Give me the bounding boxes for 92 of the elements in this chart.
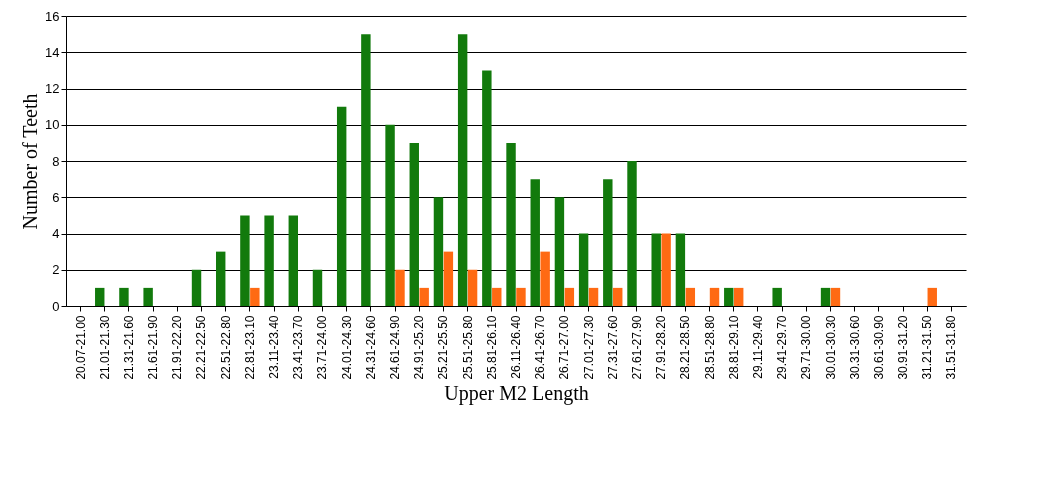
x-tick-label: 30.61-30.90 [871, 315, 886, 380]
bar [385, 124, 395, 306]
x-tick-label: 31.21-31.50 [920, 315, 935, 380]
x-tick-label: 30.01-30.30 [823, 315, 838, 380]
bar [467, 269, 478, 306]
bar [119, 287, 129, 306]
bar [724, 287, 734, 306]
bar [603, 179, 613, 306]
bar [554, 197, 565, 306]
bar [772, 287, 782, 306]
bar [433, 197, 444, 306]
bar [457, 34, 468, 306]
bar [588, 287, 599, 306]
x-tick-label: 26.11-26.40 [509, 315, 523, 379]
x-tick-label: 21.91-22.20 [170, 315, 185, 380]
x-tick-label: 28.81-29.10 [726, 315, 741, 380]
bar [651, 233, 661, 306]
bar [250, 287, 260, 306]
bar [240, 215, 250, 306]
x-tick-label: 23.71-24.00 [315, 315, 330, 380]
bar [627, 161, 637, 306]
y-tick-label: 14 [45, 44, 60, 60]
y-tick-label: 0 [52, 298, 60, 314]
bar [419, 287, 429, 306]
bar [820, 287, 831, 306]
x-tick-label: 24.01-24.30 [339, 315, 354, 380]
x-tick-label: 21.61-21.90 [146, 315, 161, 380]
x-tick-label: 30.91-31.20 [896, 315, 911, 380]
x-tick-label: 27.01-27.30 [581, 315, 596, 380]
bar [482, 70, 492, 306]
x-tick-label: 25.81-26.10 [484, 315, 499, 380]
x-tick-label: 24.61-24.90 [388, 315, 403, 380]
bar [395, 269, 405, 306]
bar [264, 215, 274, 306]
bar [578, 233, 589, 306]
x-tick-label: 24.31-24.60 [363, 315, 378, 380]
bar [530, 179, 540, 306]
bar [336, 106, 347, 306]
x-tick-label: 24.91-25.20 [412, 315, 427, 380]
y-tick-label: 16 [45, 8, 60, 24]
x-tick-label: 23.41-23.70 [291, 315, 306, 380]
bar [927, 287, 937, 306]
bar [288, 215, 299, 306]
y-tick-label: 12 [45, 81, 60, 96]
x-tick-label: 21.01-21.30 [97, 315, 112, 380]
x-tick-label: 22.21-22.50 [194, 315, 209, 380]
bar [409, 142, 419, 306]
x-tick-label: 20.07-21.00 [73, 315, 88, 380]
bar [830, 287, 841, 306]
y-tick-label: 2 [52, 262, 60, 278]
x-tick-label: 25.51-25.80 [460, 315, 475, 380]
y-tick-label: 10 [45, 117, 60, 133]
bar [613, 287, 623, 306]
bar [143, 287, 153, 306]
y-tick-label: 4 [52, 226, 60, 241]
bar [540, 251, 550, 306]
x-tick-label: 28.21-28.50 [678, 315, 693, 380]
y-tick-label: 8 [52, 153, 60, 169]
x-tick-label: 31.51-31.80 [944, 315, 959, 380]
bar [191, 269, 202, 306]
bar [312, 269, 323, 306]
x-tick-label: 25.21-25.50 [436, 315, 451, 380]
bar [709, 287, 720, 306]
bar [733, 287, 744, 306]
x-tick-label: 26.71-27.00 [557, 315, 572, 380]
x-tick-label: 27.91-28.20 [654, 315, 669, 380]
bar [685, 287, 696, 306]
x-tick-label: 29.11-29.40 [750, 315, 765, 379]
bar [443, 251, 454, 306]
y-axis-title: Number of Teeth [19, 93, 42, 230]
bar [216, 251, 226, 306]
bar [564, 287, 575, 306]
x-tick-label: 28.51-28.80 [702, 315, 717, 380]
x-tick-label: 29.41-29.70 [775, 315, 790, 380]
bar [661, 233, 671, 306]
x-tick-label: 23.11-23.40 [267, 315, 282, 379]
x-tick-label: 30.31-30.60 [847, 315, 862, 380]
bar [675, 233, 686, 306]
x-tick-label: 27.61-27.90 [629, 315, 644, 380]
x-axis-title: Upper M2 Length [444, 381, 589, 405]
x-tick-label: 26.41-26.70 [533, 315, 548, 380]
x-tick-label: 27.31-27.60 [605, 315, 620, 380]
bar [492, 287, 502, 306]
x-tick-label: 21.31-21.60 [121, 315, 136, 380]
bar [506, 142, 516, 306]
x-tick-label: 29.71-30.00 [799, 315, 814, 380]
x-tick-label: 22.81-23.10 [242, 315, 257, 380]
bar [95, 287, 105, 306]
bar [361, 34, 371, 306]
y-tick-label: 6 [52, 189, 60, 205]
x-tick-label: 22.51-22.80 [218, 315, 233, 380]
bar [516, 287, 526, 306]
